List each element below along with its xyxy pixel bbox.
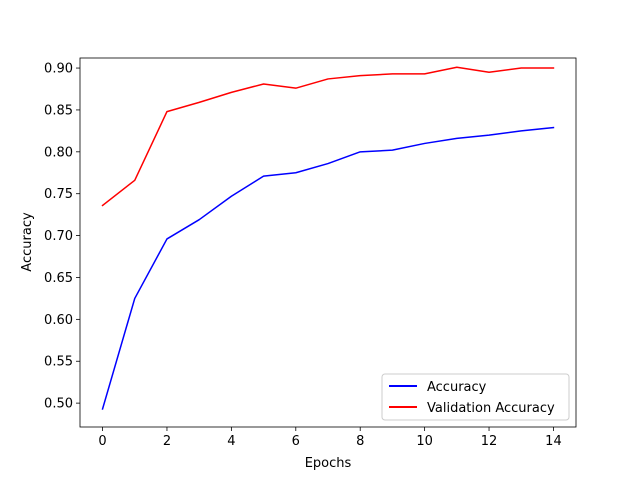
plot-frame <box>79 57 577 428</box>
y-tick-label: 0.60 <box>44 313 73 328</box>
y-tick-label: 0.55 <box>44 355 73 370</box>
x-axis-label: Epochs <box>305 456 352 471</box>
y-tick-label: 0.65 <box>44 271 73 286</box>
y-tick-label: 0.85 <box>44 103 73 118</box>
legend-label-validation-accuracy: Validation Accuracy <box>427 401 555 416</box>
x-tick-label: 2 <box>163 434 171 449</box>
series-line-accuracy <box>101 126 555 410</box>
y-tick-label: 0.50 <box>44 397 73 412</box>
y-tick-label: 0.75 <box>44 187 73 202</box>
y-tick-label: 0.70 <box>44 229 73 244</box>
y-tick-label: 0.80 <box>44 145 73 160</box>
x-tick-label: 6 <box>292 434 300 449</box>
legend: Accuracy Validation Accuracy <box>381 373 570 421</box>
x-tick-label: 12 <box>481 434 498 449</box>
legend-label-accuracy: Accuracy <box>427 380 487 395</box>
x-axis-ticks: 0 2 4 6 8 10 12 14 <box>98 427 562 449</box>
x-tick-label: 14 <box>545 434 562 449</box>
x-tick-label: 4 <box>227 434 235 449</box>
legend-box <box>381 373 570 421</box>
series-line-validation-accuracy <box>101 66 555 207</box>
x-tick-label: 8 <box>356 434 364 449</box>
y-tick-label: 0.90 <box>44 62 73 77</box>
x-tick-label: 10 <box>416 434 433 449</box>
plot-area <box>80 58 576 427</box>
x-tick-label: 0 <box>98 434 106 449</box>
series-layer <box>101 66 555 410</box>
y-axis-label: Accuracy <box>20 212 35 272</box>
y-axis-ticks: 0.50 0.55 0.60 0.65 0.70 0.75 0.80 0.85 0.90 <box>44 62 80 412</box>
